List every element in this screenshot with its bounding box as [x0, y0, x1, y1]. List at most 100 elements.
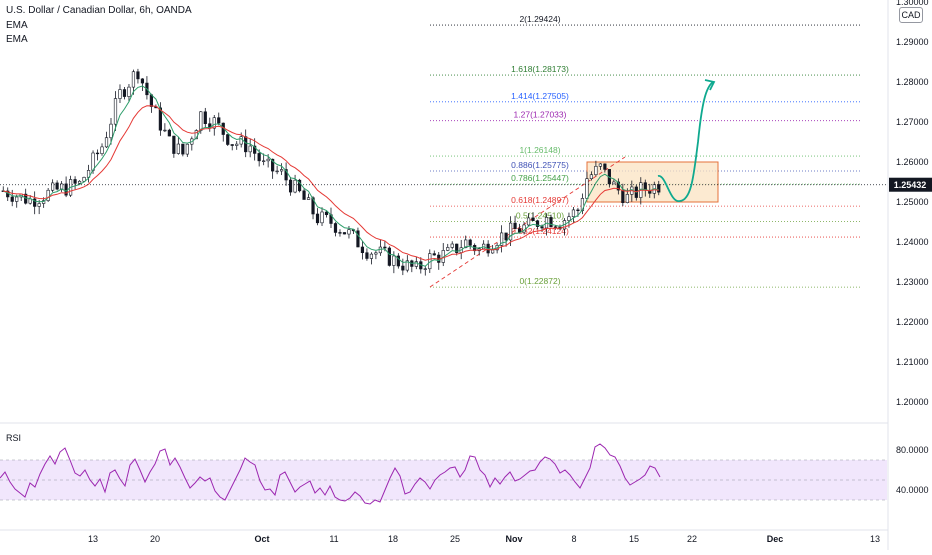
- candle-body: [212, 117, 216, 129]
- candle-body: [360, 246, 365, 254]
- projection-arrow: [657, 81, 714, 202]
- candle-body: [405, 260, 409, 271]
- currency-badge[interactable]: CAD: [899, 7, 923, 23]
- candle-body: [571, 209, 576, 218]
- ema-slow-line: [3, 105, 659, 261]
- candle-body: [253, 145, 257, 154]
- candle-body: [55, 182, 59, 190]
- candle-body: [414, 261, 418, 267]
- candle-body: [423, 268, 427, 270]
- candle-body: [100, 146, 104, 154]
- candle-body: [235, 143, 239, 146]
- candle-body: [621, 189, 625, 203]
- candle-body: [131, 71, 136, 88]
- candle-body: [365, 252, 369, 259]
- x-tick-label: 25: [450, 534, 460, 544]
- candle-body: [401, 265, 405, 271]
- x-tick-label: Nov: [505, 534, 522, 544]
- x-tick-label: 18: [388, 534, 398, 544]
- candle-body: [136, 71, 140, 80]
- candle-body: [167, 129, 171, 137]
- rsi-label[interactable]: RSI: [6, 433, 22, 443]
- candle-body: [598, 163, 602, 167]
- fibonacci-levels: 2(1.29424) 1.618(1.28173) 1.414(1.27505) 1.…: [430, 14, 862, 288]
- candle-body: [244, 136, 248, 153]
- candle-body: [149, 94, 154, 107]
- candle-body: [185, 143, 189, 155]
- candle-body: [567, 216, 571, 221]
- candle-body: [275, 170, 279, 173]
- candle-body: [257, 153, 261, 162]
- candle-body: [82, 176, 86, 182]
- fib-level-label: 1.27(1.27033): [514, 110, 567, 120]
- candle-body: [315, 213, 320, 224]
- y-tick-label: 1.26000: [896, 157, 929, 167]
- fib-level-label: 0.786(1.25447): [511, 173, 569, 183]
- ema-slow-label[interactable]: EMA: [6, 34, 28, 45]
- candle-body: [517, 228, 522, 233]
- fib-level-label: 0.5(1.24510): [516, 211, 564, 221]
- candle-body: [51, 182, 55, 191]
- candle-body: [396, 255, 400, 267]
- candle-body: [508, 222, 513, 241]
- candle-body: [280, 169, 284, 172]
- ema-fast-label[interactable]: EMA: [6, 20, 28, 31]
- fib-level-label: 1.414(1.27505): [511, 91, 569, 101]
- candle-body: [297, 179, 302, 192]
- rsi-tick-label: 40.0000: [896, 485, 929, 495]
- ema-layer: [2, 85, 659, 267]
- candle-body: [266, 158, 270, 162]
- candle-body: [271, 158, 275, 172]
- candle-body: [46, 189, 50, 201]
- fib-level-label: 0.618(1.24897): [511, 195, 569, 205]
- candle-body: [302, 190, 306, 200]
- candle-body: [504, 232, 508, 241]
- candle-body: [288, 179, 293, 193]
- candle-body: [122, 89, 127, 97]
- candle-body: [347, 229, 351, 235]
- candle-body: [163, 129, 167, 132]
- x-tick-label: 11: [329, 534, 338, 544]
- candle-body: [73, 179, 77, 184]
- fib-level-label: 1.618(1.28173): [511, 64, 569, 74]
- candle-body: [338, 232, 342, 234]
- candle-body: [648, 189, 652, 194]
- candle-body: [342, 232, 347, 235]
- candle-body: [526, 217, 531, 226]
- candle-body: [369, 253, 374, 259]
- y-tick-label: 1.21000: [896, 357, 929, 367]
- candle-body: [293, 179, 297, 193]
- candle-body: [392, 255, 396, 266]
- candle-body: [446, 247, 450, 251]
- y-tick-label: 1.20000: [896, 397, 929, 407]
- fib-level-label: 2(1.29424): [519, 14, 560, 24]
- y-tick-label: 1.25000: [896, 197, 929, 207]
- rsi-line: [0, 443, 661, 505]
- candle-body: [158, 107, 162, 131]
- x-tick-label: 15: [629, 534, 639, 544]
- fib-level-label: 0(1.22872): [519, 276, 560, 286]
- candle-body: [594, 165, 598, 176]
- candle-body: [181, 143, 185, 155]
- candle-body: [91, 152, 95, 171]
- chart-title[interactable]: U.S. Dollar / Canadian Dollar, 6h, OANDA: [6, 5, 192, 16]
- last-price-badge: [889, 177, 932, 192]
- zone-box: [586, 161, 719, 203]
- candle-body: [356, 230, 360, 248]
- rsi-layer: 80.0000 40.0000: [0, 443, 929, 505]
- candle-body: [15, 196, 19, 202]
- candle-body: [324, 211, 329, 216]
- y-tick-label: 1.27000: [896, 117, 929, 127]
- y-tick-label: 1.28000: [896, 77, 929, 87]
- candle-body: [468, 239, 472, 246]
- candle-body: [172, 135, 176, 154]
- candle-body: [118, 89, 122, 99]
- x-tick-label: Dec: [767, 534, 784, 544]
- candle-body: [553, 226, 558, 228]
- candle-body: [230, 144, 234, 146]
- candle-body: [589, 174, 594, 180]
- candle-body: [657, 184, 661, 193]
- candle-body: [199, 111, 203, 131]
